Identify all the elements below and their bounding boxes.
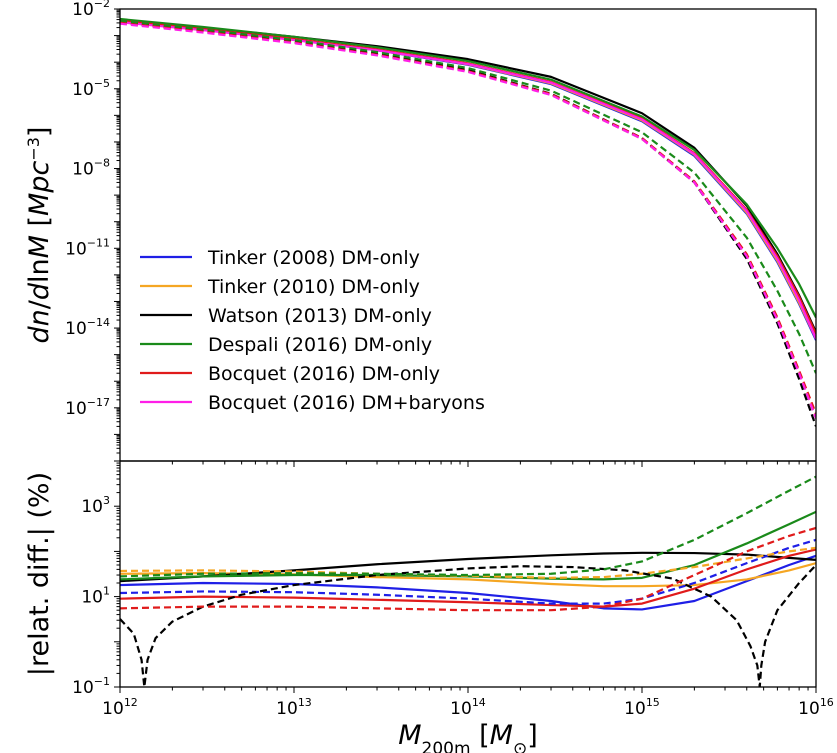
axes-ticks: 10−2 10−5 10−8 10−11 10−14 10−17 10−1 101 103 101…	[65, 0, 834, 719]
x-tick-label: 1013	[276, 696, 312, 719]
x-tick-label: 1012	[102, 696, 138, 719]
series-line-tinker2010-dashed	[120, 546, 816, 579]
series-line-tinker2008-dashed	[120, 538, 816, 605]
x-tick-label: 1015	[624, 696, 660, 719]
top-y-axis-label: dn/dlnM [Mpc−3]	[24, 127, 56, 344]
series-line-despali2016-dashed	[120, 19, 816, 374]
legend-label-tinker2010: Tinker (2010) DM-only	[207, 276, 420, 298]
y-tick-label: 103	[81, 494, 110, 517]
series-line-despali2016-solid	[120, 510, 816, 581]
series-line-bocquet2016-dashed	[120, 526, 816, 612]
series-line-watson2013-dashed	[120, 564, 816, 687]
legend-label-bocquet2016: Bocquet (2016) DM-only	[208, 363, 440, 385]
x-tick-label: 1016	[798, 696, 834, 719]
top-panel-series	[120, 17, 816, 427]
legend-label-watson2013: Watson (2013) DM-only	[208, 305, 432, 327]
legend-label-despali2016: Despali (2016) DM-only	[208, 334, 432, 356]
series-line-tinker2008-dashed	[120, 21, 816, 419]
series-line-despali2016-dashed	[120, 475, 816, 578]
y-tick-label: 10−2	[72, 0, 110, 20]
y-tick-label: 10−5	[72, 77, 110, 100]
legend-label-tinker2008: Tinker (2008) DM-only	[207, 247, 420, 269]
y-tick-label: 10−14	[65, 316, 110, 339]
y-tick-label: 10−17	[65, 396, 110, 419]
x-axis-label: M200m [M⊙]	[398, 720, 538, 753]
series-line-despali2016-solid	[120, 17, 816, 318]
series-line-bocquet2016-solid	[120, 548, 816, 608]
legend: Tinker (2008) DM-only Tinker (2010) DM-on…	[140, 247, 485, 414]
series-line-bocquet2016_baryons-dashed	[120, 22, 816, 419]
y-tick-label: 10−11	[65, 236, 110, 259]
x-tick-label: 1014	[450, 696, 486, 719]
y-tick-label: 101	[81, 585, 110, 608]
bottom-y-axis-label: |relat. diff.| (%)	[24, 472, 55, 676]
bottom-panel-series	[120, 475, 816, 687]
series-line-tinker2010-dashed	[120, 21, 816, 419]
y-tick-label: 10−1	[72, 675, 110, 698]
y-tick-label: 10−8	[72, 157, 110, 180]
legend-label-bocquet2016_baryons: Bocquet (2016) DM+baryons	[208, 392, 485, 414]
